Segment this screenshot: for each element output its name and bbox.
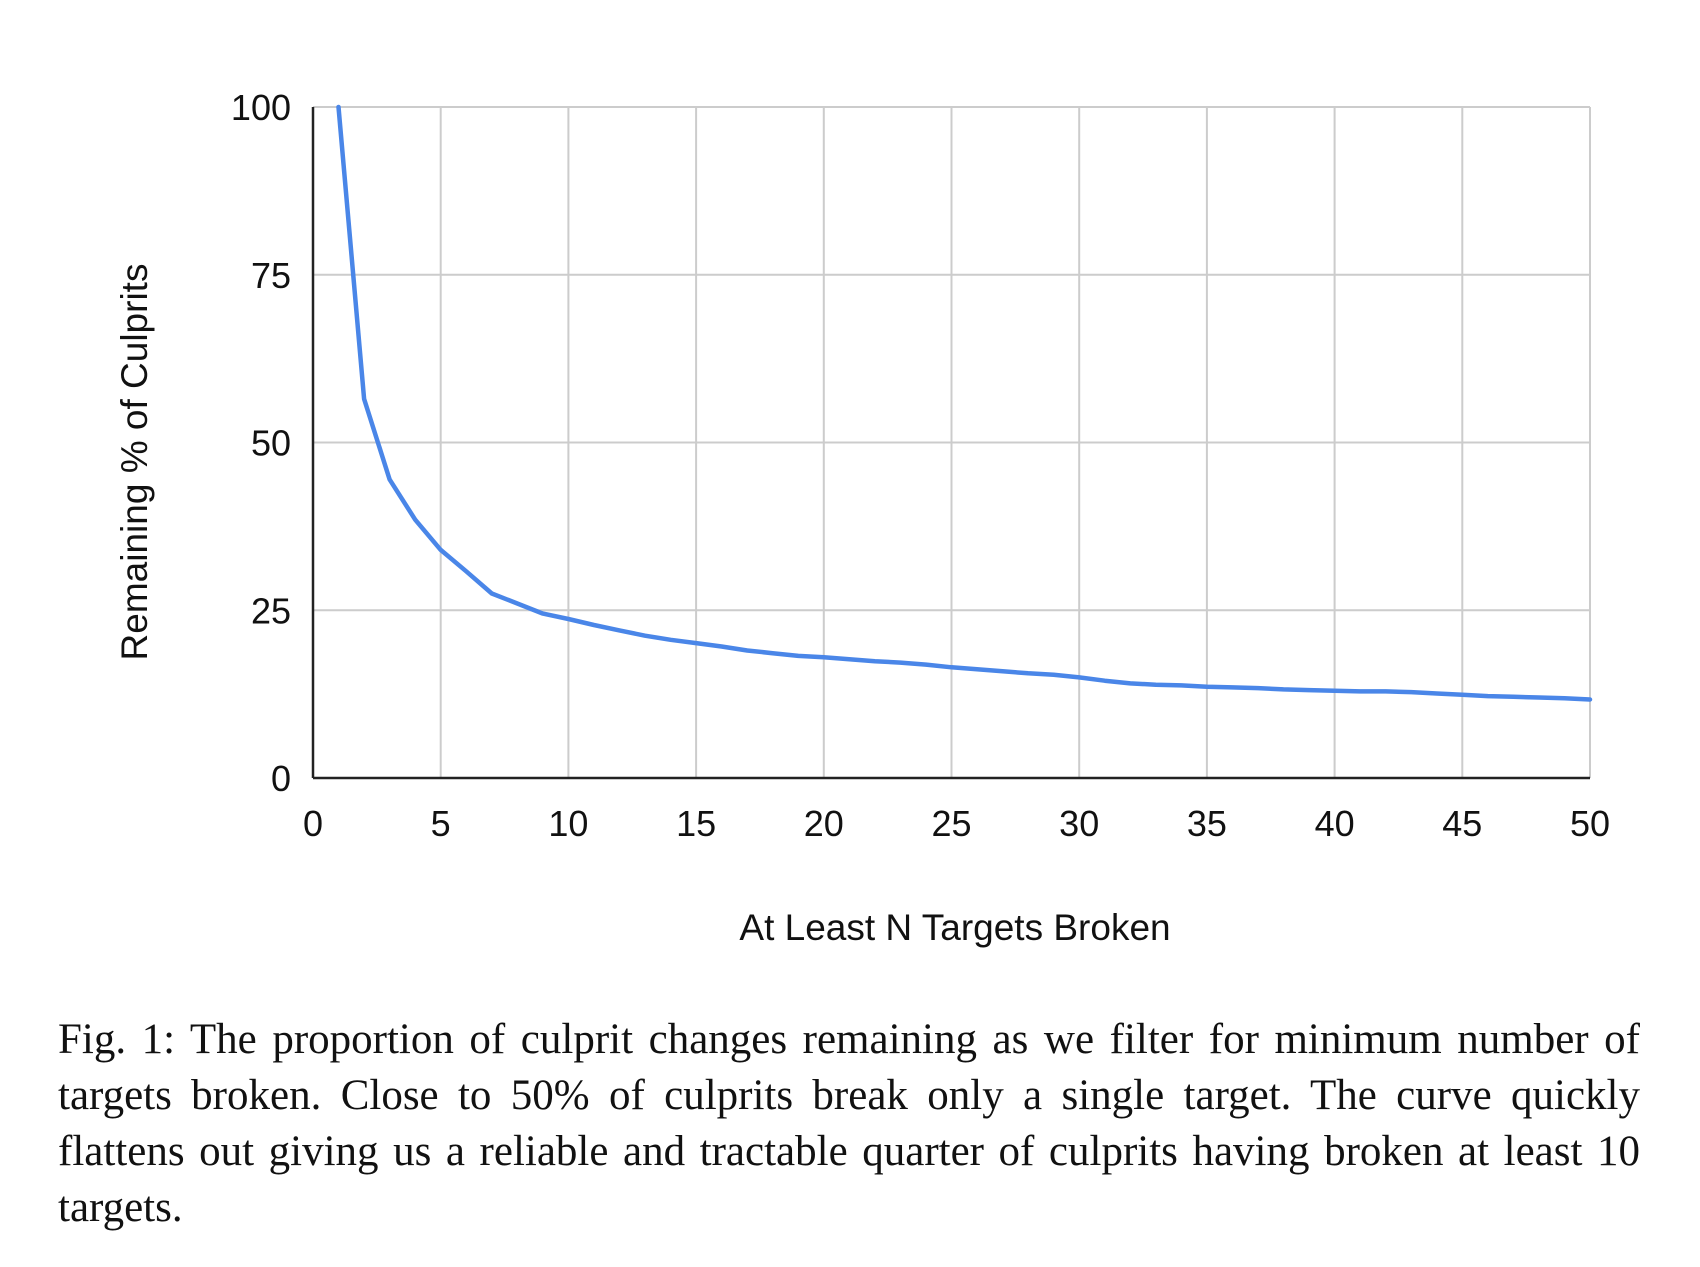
x-tick-label: 45 [1442,803,1482,844]
x-tick-label: 10 [548,803,588,844]
x-tick-label: 40 [1315,803,1355,844]
x-tick-label: 50 [1570,803,1610,844]
series [336,104,1593,702]
line-chart: 0 5 10 15 20 25 30 35 40 45 50 0 25 50 75 100 At Least … [114,87,1610,948]
x-axis-title: At Least N Targets Broken [739,907,1170,948]
x-tick-label: 5 [431,803,451,844]
x-tick-label: 20 [804,803,844,844]
y-tick-label: 100 [231,87,291,128]
tick-labels: 0 5 10 15 20 25 30 35 40 45 50 0 25 50 75 100 [231,87,1610,844]
y-tick-label: 50 [251,423,291,464]
x-tick-label: 0 [303,803,323,844]
y-tick-label: 75 [251,255,291,296]
x-tick-label: 35 [1187,803,1227,844]
axes [311,107,1590,780]
y-axis-title: Remaining % of Culprits [114,264,155,661]
y-tick-label: 25 [251,590,291,631]
x-tick-label: 15 [676,803,716,844]
figure-caption: Fig. 1: The proportion of culprit change… [58,1016,1640,1231]
x-tick-label: 30 [1059,803,1099,844]
grid [313,106,1591,778]
x-tick-label: 25 [931,803,971,844]
series-line-0 [336,104,1593,702]
y-tick-label: 0 [271,758,291,799]
